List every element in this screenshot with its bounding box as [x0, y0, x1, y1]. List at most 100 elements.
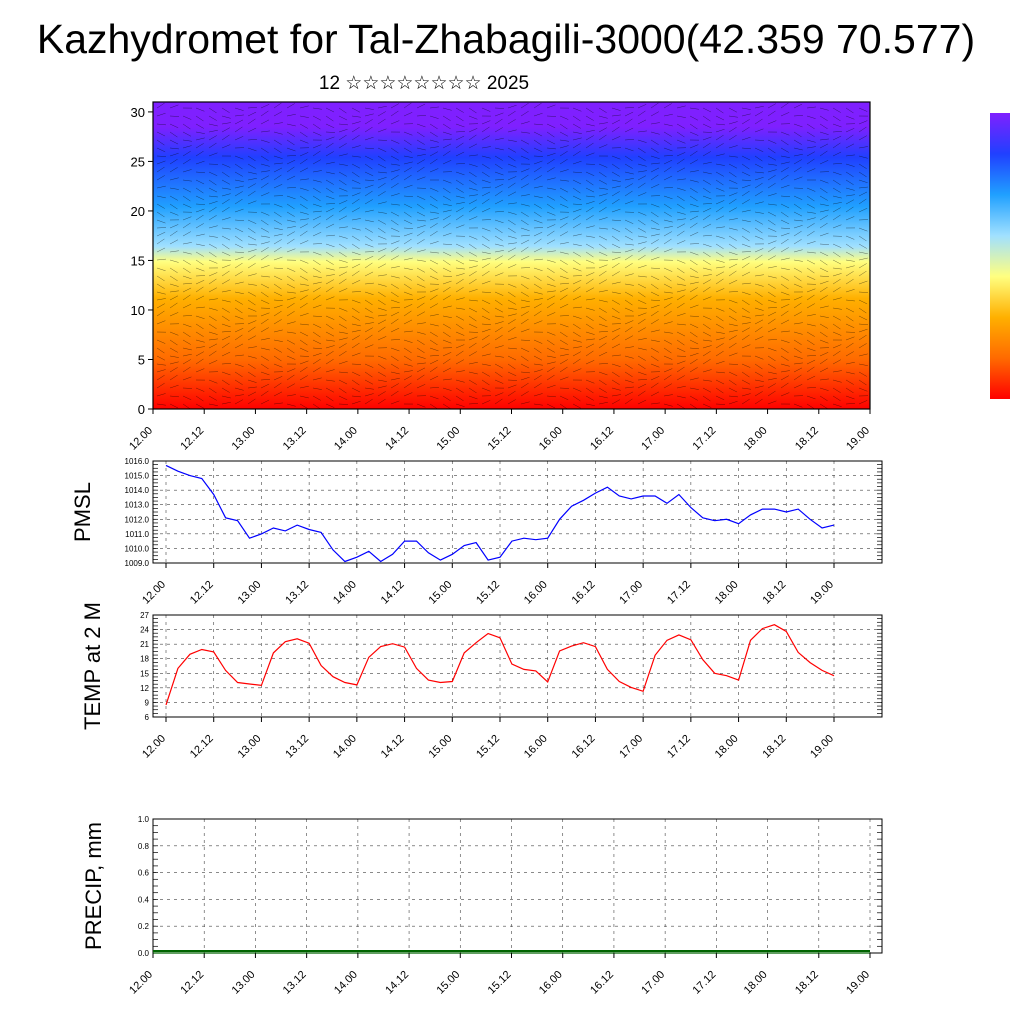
y-tick-label: 0 — [138, 402, 145, 417]
x-tick-label: 16.12 — [588, 425, 616, 453]
x-tick-label: 13.12 — [283, 733, 311, 761]
y-tick-label: 27 — [140, 611, 149, 620]
y-axis-title: TEMP at 2 M — [80, 602, 105, 730]
x-tick-label: 12.12 — [188, 733, 216, 761]
x-tick-label: 18.12 — [793, 425, 821, 453]
y-tick-label: 1009.0 — [125, 559, 150, 568]
x-tick-label: 18.00 — [742, 969, 770, 997]
x-tick-label: 16.00 — [522, 579, 550, 607]
cross-section-field — [153, 102, 870, 409]
y-tick-label: 9 — [145, 698, 150, 707]
x-tick-label: 17.00 — [617, 733, 645, 761]
x-tick-label: 16.00 — [537, 425, 565, 453]
plot-area — [153, 819, 882, 953]
x-tick-label: 18.00 — [713, 579, 741, 607]
x-tick-label: 15.12 — [474, 733, 502, 761]
x-tick-label: 12.12 — [178, 969, 206, 997]
x-tick-label: 14.12 — [383, 969, 411, 997]
y-tick-label: 18 — [140, 655, 149, 664]
x-tick-label: 13.12 — [283, 579, 311, 607]
y-tick-label: 1016.0 — [125, 457, 150, 466]
x-tick-label: 16.12 — [570, 579, 598, 607]
colorbar — [990, 113, 1010, 399]
x-tick-label: 14.12 — [383, 425, 411, 453]
y-tick-label: 1013.0 — [125, 501, 150, 510]
chart-subtitle: 12 ☆☆☆☆☆☆☆☆ 2025 — [318, 73, 530, 94]
x-tick-label: 15.00 — [434, 969, 462, 997]
series-line — [165, 624, 835, 706]
x-tick-label: 15.00 — [426, 733, 454, 761]
x-tick-label: 14.00 — [332, 425, 360, 453]
x-tick-label: 15.12 — [486, 969, 514, 997]
x-tick-label: 17.12 — [665, 579, 693, 607]
x-tick-label: 18.00 — [713, 733, 741, 761]
plot-frame — [152, 614, 883, 718]
x-tick-label: 19.00 — [808, 733, 836, 761]
y-axis-title: PMSL — [70, 482, 95, 542]
x-tick-label: 17.12 — [691, 425, 719, 453]
x-tick-label: 17.12 — [665, 733, 693, 761]
x-tick-label: 12.12 — [178, 425, 206, 453]
wind-barbs — [156, 102, 869, 410]
x-tick-label: 12.00 — [127, 969, 155, 997]
y-tick-label: 1.0 — [138, 815, 150, 824]
y-axis-title: PRECIP, mm — [81, 822, 106, 950]
x-tick-label: 13.00 — [236, 733, 264, 761]
x-tick-label: 14.00 — [332, 969, 360, 997]
x-tick-label: 12.00 — [127, 425, 155, 453]
y-tick-label: 12 — [140, 684, 149, 693]
x-tick-label: 15.00 — [434, 425, 462, 453]
x-tick-label: 15.12 — [486, 425, 514, 453]
x-tick-label: 12.00 — [140, 733, 168, 761]
y-tick-label: 24 — [140, 626, 149, 635]
x-tick-label: 13.00 — [236, 579, 264, 607]
x-tick-label: 13.12 — [281, 425, 309, 453]
y-tick-label: 0.6 — [138, 869, 150, 878]
x-tick-label: 14.12 — [379, 733, 407, 761]
plot-frame — [152, 460, 883, 564]
x-tick-label: 12.00 — [140, 579, 168, 607]
plot-area — [153, 461, 882, 563]
x-tick-label: 18.12 — [760, 579, 788, 607]
y-tick-label: 30 — [131, 105, 145, 120]
x-tick-label: 13.12 — [281, 969, 309, 997]
y-tick-label: 1010.0 — [125, 544, 150, 553]
x-tick-label: 19.00 — [844, 969, 872, 997]
x-tick-label: 17.00 — [617, 579, 645, 607]
y-tick-label: 15 — [131, 253, 145, 268]
y-tick-label: 0.4 — [138, 895, 150, 904]
x-tick-label: 15.12 — [474, 579, 502, 607]
x-tick-label: 14.00 — [331, 733, 359, 761]
x-tick-label: 17.00 — [639, 969, 667, 997]
y-tick-label: 1014.0 — [125, 486, 150, 495]
y-tick-label: 25 — [131, 154, 145, 169]
y-tick-label: 20 — [131, 204, 145, 219]
x-tick-label: 16.12 — [570, 733, 598, 761]
x-tick-label: 19.00 — [844, 425, 872, 453]
x-tick-label: 16.00 — [537, 969, 565, 997]
x-tick-label: 16.12 — [588, 969, 616, 997]
x-tick-label: 12.12 — [188, 579, 216, 607]
x-tick-label: 17.00 — [639, 425, 667, 453]
x-tick-label: 18.12 — [793, 969, 821, 997]
y-tick-label: 15 — [140, 669, 149, 678]
x-tick-label: 14.12 — [379, 579, 407, 607]
x-tick-label: 18.12 — [760, 733, 788, 761]
x-tick-label: 14.00 — [331, 579, 359, 607]
y-tick-label: 0.8 — [138, 842, 150, 851]
y-tick-label: 5 — [138, 352, 145, 367]
x-tick-label: 13.00 — [230, 425, 258, 453]
x-tick-label: 16.00 — [522, 733, 550, 761]
x-tick-label: 13.00 — [230, 969, 258, 997]
x-tick-label: 18.00 — [742, 425, 770, 453]
y-tick-label: 1012.0 — [125, 515, 150, 524]
chart-title: Kazhydromet for Tal-Zhabagili-3000(42.35… — [36, 16, 976, 62]
y-tick-label: 10 — [131, 303, 145, 318]
y-tick-label: 6 — [145, 713, 150, 722]
y-tick-label: 1011.0 — [125, 530, 149, 539]
x-tick-label: 19.00 — [808, 579, 836, 607]
y-tick-label: 0.2 — [138, 922, 150, 931]
series-line — [165, 464, 835, 563]
y-tick-label: 0.0 — [138, 949, 150, 958]
